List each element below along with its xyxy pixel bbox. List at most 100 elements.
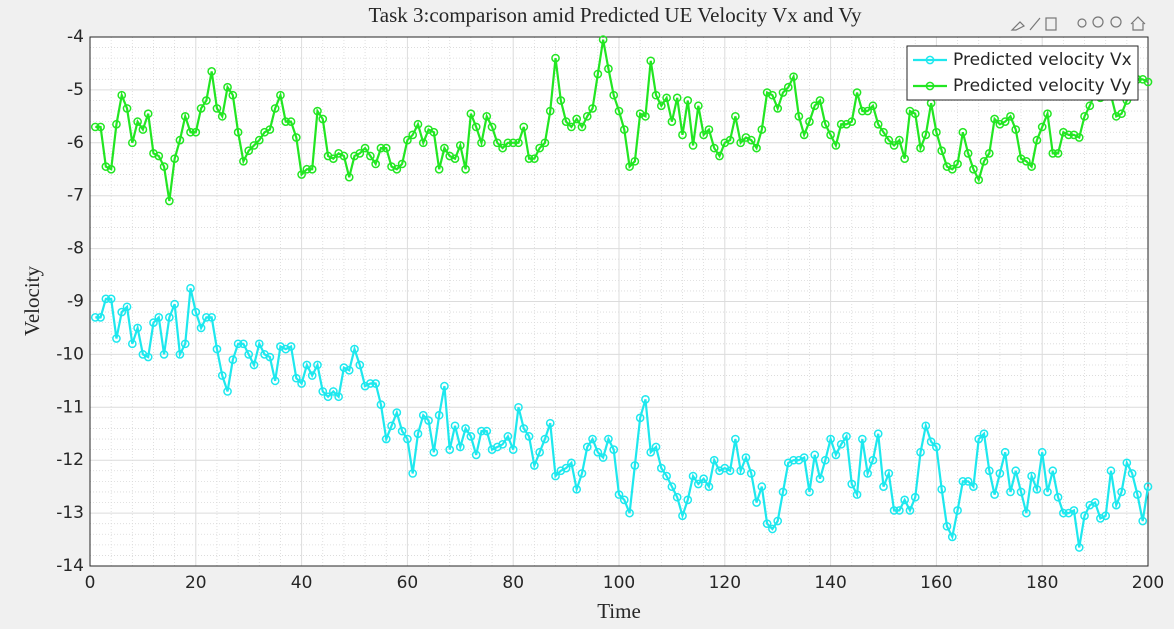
marker	[1053, 492, 1063, 502]
legend-marker	[925, 81, 935, 91]
marker	[154, 313, 164, 322]
marker	[958, 477, 968, 486]
marker	[656, 463, 666, 473]
marker	[831, 450, 841, 460]
marker	[704, 482, 714, 491]
marker	[852, 490, 862, 499]
marker	[530, 154, 539, 164]
marker	[857, 106, 867, 116]
marker	[995, 469, 1005, 478]
marker	[731, 112, 740, 121]
marker	[117, 307, 127, 317]
marker	[609, 445, 619, 454]
marker	[223, 387, 232, 396]
marker	[228, 355, 238, 365]
marker	[530, 461, 539, 470]
marker	[646, 56, 656, 66]
marker	[577, 122, 587, 132]
marker	[1080, 112, 1089, 121]
marker	[471, 450, 481, 460]
marker	[180, 112, 190, 121]
marker	[852, 88, 862, 97]
marker	[916, 143, 925, 153]
marker	[244, 350, 254, 359]
marker	[366, 379, 375, 388]
marker	[815, 474, 825, 484]
marker	[455, 442, 465, 452]
marker	[196, 323, 206, 333]
marker	[1006, 112, 1015, 121]
marker	[678, 130, 687, 140]
marker	[794, 112, 804, 121]
marker	[969, 164, 978, 174]
marker	[482, 112, 492, 121]
y-tick-label: -11	[56, 397, 84, 417]
marker	[408, 130, 418, 140]
marker	[291, 373, 301, 383]
marker	[254, 339, 264, 349]
home-icon[interactable]	[1130, 16, 1146, 31]
marker	[805, 487, 814, 497]
marker	[582, 442, 592, 452]
marker	[376, 143, 386, 153]
marker	[455, 141, 465, 150]
y-tick-label: -14	[56, 556, 84, 576]
marker	[96, 313, 105, 322]
marker	[1101, 511, 1111, 521]
marker	[1027, 471, 1036, 481]
marker	[1000, 447, 1010, 457]
marker	[709, 143, 719, 153]
marker	[461, 424, 470, 433]
marker	[847, 479, 857, 489]
marker	[249, 360, 259, 370]
chart-title: Task 3:comparison amid Predicted UE Velo…	[368, 3, 862, 27]
marker	[265, 352, 275, 362]
x-tick-label: 100	[603, 573, 635, 593]
marker	[831, 141, 841, 150]
brush-icon[interactable]	[1010, 21, 1026, 31]
marker	[371, 379, 381, 388]
marker	[212, 344, 222, 354]
marker	[217, 371, 227, 380]
marker	[736, 466, 746, 476]
marker	[810, 450, 820, 460]
marker	[403, 135, 412, 145]
marker	[477, 426, 486, 436]
marker	[662, 471, 671, 481]
toolbar[interactable]	[1010, 16, 1146, 31]
marker	[783, 82, 793, 92]
datatip-icon[interactable]	[1045, 17, 1057, 31]
marker	[508, 445, 518, 454]
marker	[186, 283, 195, 293]
marker	[239, 339, 248, 349]
pan-icon[interactable]	[1077, 18, 1087, 28]
x-tick-label: 20	[185, 573, 207, 593]
marker	[106, 294, 116, 304]
x-tick-label: 140	[814, 573, 846, 593]
y-tick-label: -6	[67, 133, 84, 153]
zoom-out-icon[interactable]	[1110, 16, 1122, 28]
marker	[1122, 458, 1132, 468]
marker	[683, 96, 693, 105]
y-tick-label: -9	[67, 292, 84, 312]
marker	[217, 112, 227, 121]
marker	[429, 447, 439, 457]
marker	[477, 138, 486, 148]
marker	[974, 434, 984, 444]
marker	[175, 135, 185, 145]
marker	[127, 339, 137, 349]
marker	[979, 429, 989, 439]
pen-icon[interactable]	[1029, 17, 1041, 31]
series	[90, 283, 1153, 552]
x-axis-label: Time	[597, 599, 641, 623]
marker	[868, 101, 878, 111]
zoom-in-icon[interactable]	[1092, 16, 1104, 28]
marker	[540, 434, 550, 444]
marker	[334, 392, 343, 402]
y-tick-label: -5	[67, 80, 84, 100]
marker	[836, 439, 846, 449]
marker	[307, 371, 317, 380]
marker	[746, 469, 756, 478]
marker	[900, 154, 910, 164]
marker	[646, 447, 656, 457]
